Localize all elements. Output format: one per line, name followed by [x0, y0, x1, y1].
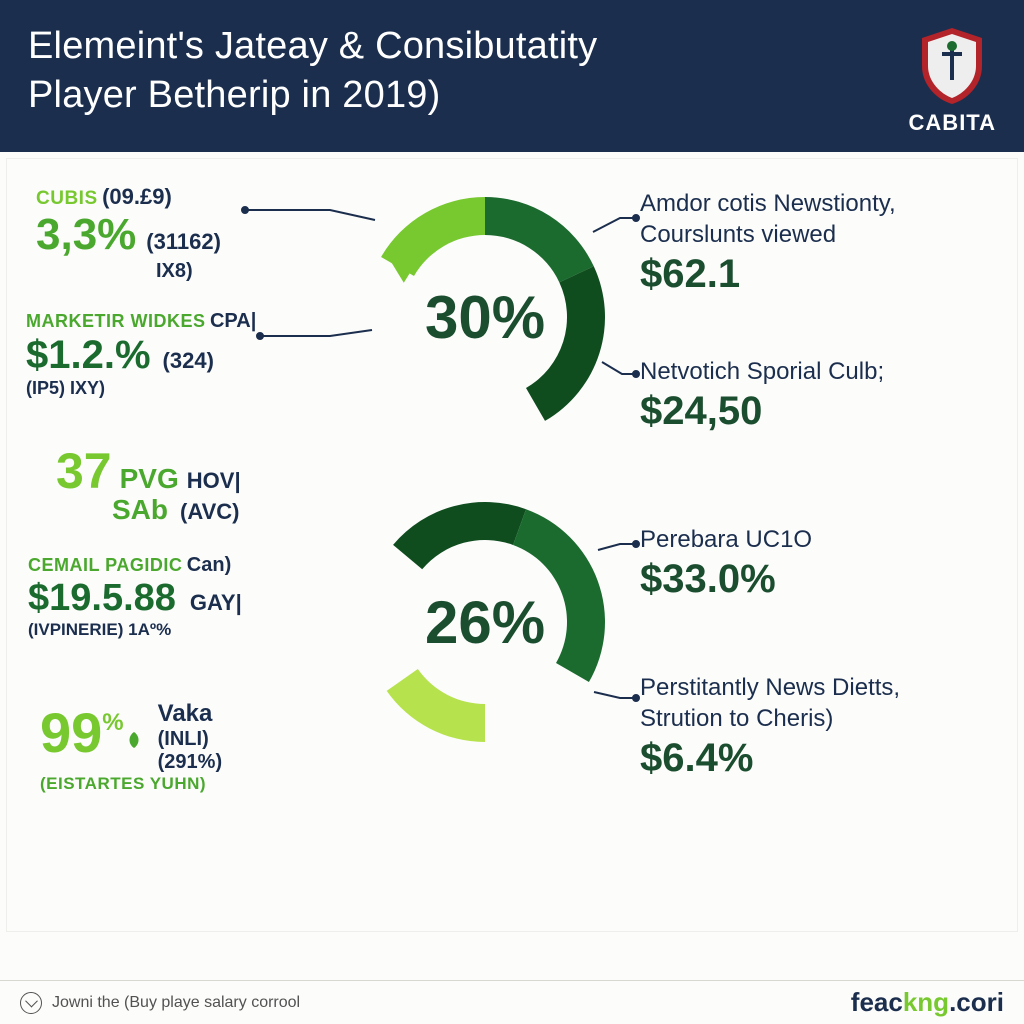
callout-3: Perebara UC1O $33.0% — [640, 524, 812, 602]
stat-block-99: 99 % Vaka (INLI) (291%) (EISTARTES YUHN) — [40, 700, 222, 794]
page: Elemeint's Jateay & Consibutatity Player… — [0, 0, 1024, 1024]
mid-pvg: PVG — [120, 463, 179, 495]
title-line-2: Player Betherip in 2019) — [28, 71, 597, 120]
logo: CABITA — [909, 22, 996, 152]
tag-cubis: CUBIS — [36, 188, 98, 209]
callout-2-line1: Netvotich Sporial Culb; — [640, 356, 884, 387]
footer-bar: Jowni the (Buy playe salary corrool feac… — [0, 980, 1024, 1024]
body-panel: 30% 26% CUBIS (09.£9) 3,3% (31162) — [0, 152, 1024, 980]
mid-vaka: Vaka — [158, 700, 222, 728]
callout-4: Perstitantly News Dietts, Strution to Ch… — [640, 672, 900, 781]
brand-mid: kng — [903, 987, 949, 1017]
footer-text: Jowni the (Buy playe salary corrool — [52, 994, 300, 1012]
refresh-icon — [20, 992, 42, 1014]
sub-cubis: IX8) — [156, 260, 221, 283]
value-cemail: $19.5.88 — [28, 577, 176, 620]
line2-avc: (AVC) — [180, 499, 239, 525]
sub-eistartes: (EISTARTES YUHN) — [40, 774, 222, 794]
sub-cemail: (IVPINERIE) 1Aº% — [28, 620, 242, 640]
header-bar: Elemeint's Jateay & Consibutatity Player… — [0, 0, 1024, 152]
paren-291: (291%) — [158, 751, 222, 774]
tag-marketir: MARKETIR WIDKES — [26, 311, 206, 331]
callout-1-line2: Courslunts viewed — [640, 219, 896, 250]
donut-chart-bottom: 26% — [365, 502, 605, 742]
paren-cemail-1: Can) — [187, 554, 231, 576]
line2-sab: SAb — [112, 494, 168, 526]
callout-4-line1: Perstitantly News Dietts, — [640, 672, 900, 703]
brand-prefix: feac — [851, 987, 903, 1017]
brand-suffix: .cori — [949, 987, 1004, 1017]
donut-bottom-center-label: 26% — [365, 502, 605, 742]
paren-inli: (INLI) — [158, 728, 222, 751]
title-block: Elemeint's Jateay & Consibutatity Player… — [28, 22, 597, 152]
callout-4-line2: Strution to Cheris) — [640, 703, 900, 734]
value-cubis: 3,3% — [36, 210, 136, 260]
sub-marketir: (IP5) IXY) — [26, 378, 256, 399]
callout-2: Netvotich Sporial Culb; $24,50 — [640, 356, 884, 434]
value-marketir: $1.2.% — [26, 333, 151, 378]
paren-marketir-1: CPA| — [210, 310, 256, 332]
callout-1-value: $62.1 — [640, 252, 896, 297]
paren-cubis-2: (31162) — [146, 229, 221, 255]
value-37: 37 — [56, 442, 112, 500]
stat-block-cemail: CEMAIL PAGIDIC Can) $19.5.88 GAY| (IVPIN… — [28, 554, 242, 640]
donut-top-center-label: 30% — [365, 197, 605, 437]
paren-cubis-1: (09.£9) — [102, 184, 172, 209]
donut-chart-top: 30% — [365, 197, 605, 437]
mid-hov: HOV| — [187, 468, 241, 494]
footer-brand: feackng.cori — [851, 987, 1004, 1018]
mid-gay: GAY| — [190, 590, 242, 616]
tag-cemail: CEMAIL PAGIDIC — [28, 555, 182, 575]
stat-block-marketir: MARKETIR WIDKES CPA| $1.2.% (324) (IP5) … — [26, 310, 256, 399]
callout-2-value: $24,50 — [640, 389, 884, 434]
callout-3-value: $33.0% — [640, 557, 812, 602]
leaf-icon — [126, 730, 142, 755]
stat-block-pvg: 37 PVG HOV| SAb (AVC) — [56, 442, 241, 526]
title-line-1: Elemeint's Jateay & Consibutatity — [28, 22, 597, 71]
callout-1-line1: Amdor cotis Newstionty, — [640, 188, 896, 219]
callout-3-line1: Perebara UC1O — [640, 524, 812, 555]
paren-marketir-2: (324) — [163, 348, 214, 374]
shield-icon — [916, 26, 988, 106]
value-99: 99 — [40, 700, 102, 765]
footer-left: Jowni the (Buy playe salary corrool — [20, 992, 300, 1014]
logo-text: CABITA — [909, 110, 996, 136]
stat-block-cubis: CUBIS (09.£9) 3,3% (31162) IX8) — [36, 184, 221, 283]
callout-1: Amdor cotis Newstionty, Courslunts viewe… — [640, 188, 896, 297]
callout-4-value: $6.4% — [640, 736, 900, 781]
